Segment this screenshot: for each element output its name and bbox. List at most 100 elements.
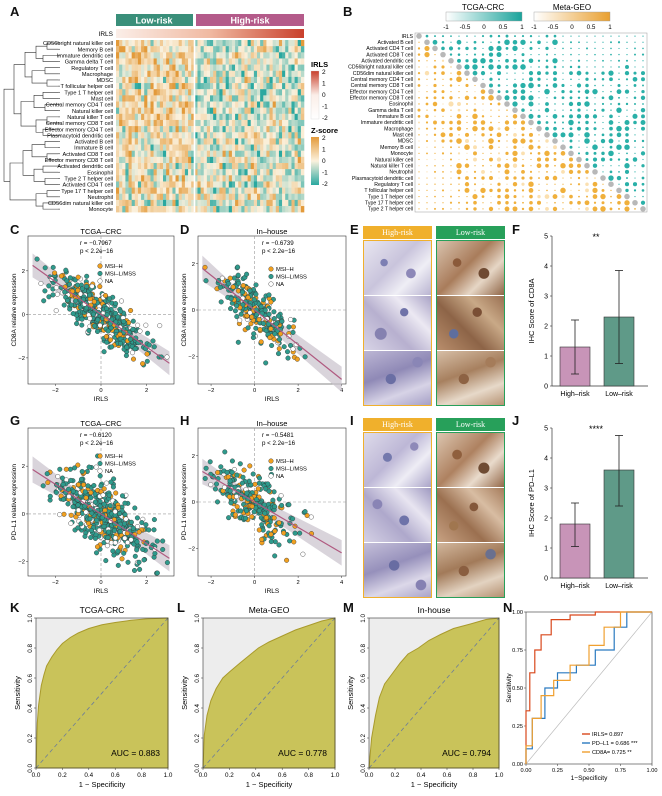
heatmap-cell [163, 52, 167, 59]
heatmap-cell [116, 83, 120, 90]
heatmap-cell [134, 89, 139, 96]
data-point [234, 494, 240, 500]
heatmap-cell [222, 95, 226, 102]
y-tick-label: 2 [22, 464, 25, 470]
heatmap-cell [216, 70, 220, 78]
heatmap-cell [213, 40, 217, 47]
heatmap-cell [159, 70, 164, 78]
heatmap-cell [166, 40, 170, 47]
corr-circle [553, 145, 557, 150]
heatmap-cell [275, 187, 280, 194]
heatmap-cell [288, 83, 292, 90]
heatmap-cell [188, 40, 192, 47]
heatmap-cell [241, 40, 245, 47]
corr-circle [546, 146, 548, 148]
corr-circle [602, 128, 604, 130]
heatmap-cell [134, 181, 139, 188]
heatmap-cell [178, 199, 183, 207]
heatmap-cell [134, 95, 139, 102]
corr-circle [537, 77, 541, 81]
data-point [87, 315, 93, 321]
heatmap-cell [294, 76, 299, 84]
corr-circle [546, 189, 548, 192]
data-point [94, 328, 100, 334]
heatmap-cell [144, 52, 148, 59]
heatmap-cell [175, 156, 179, 164]
heatmap-cell [219, 199, 223, 207]
corr-row-label: Plasmacytoid dendritic cell [352, 176, 413, 182]
corr-circle [554, 189, 556, 191]
corr-circle [449, 139, 453, 143]
heatmap-cell [294, 132, 299, 139]
corr-circle [616, 89, 622, 95]
corr-circle [506, 84, 508, 87]
heatmap-cell [178, 58, 183, 65]
heatmap-cell [156, 156, 161, 164]
y-tick-label: 0.8 [194, 644, 201, 653]
data-point [97, 284, 103, 290]
heatmap-cell [216, 163, 220, 170]
heatmap-cell [178, 163, 183, 170]
heatmap-cell [137, 156, 142, 164]
corr-circle [625, 59, 629, 62]
corr-circle [464, 182, 470, 187]
heatmap-cell [172, 46, 176, 53]
corr-circle [569, 157, 573, 162]
heatmap-cell [219, 70, 223, 78]
heatmap-cell [210, 89, 214, 96]
heatmap-cell [125, 101, 129, 108]
data-point [41, 298, 47, 304]
heatmap-cell [282, 89, 286, 96]
heatmap-cell [150, 83, 154, 90]
heatmap-cell [122, 76, 126, 84]
heatmap-cell [128, 138, 132, 145]
heatmap-cell [288, 193, 292, 201]
corr-circle [490, 195, 492, 198]
corr-circle [537, 84, 541, 87]
heatmap-cell [294, 126, 299, 133]
data-point [276, 336, 282, 342]
corr-circle [626, 177, 628, 180]
data-point [72, 465, 78, 471]
heatmap-cell [191, 101, 195, 108]
heatmap-cell [200, 89, 205, 96]
heatmap-cell [156, 46, 161, 53]
heatmap-cell [122, 187, 126, 194]
heatmap-cell [278, 187, 283, 194]
heatmap-cell [260, 107, 264, 114]
heatmap-cell [260, 119, 264, 127]
corr-circle [498, 78, 500, 81]
corr-circle [488, 45, 494, 52]
heatmap-cell [169, 138, 173, 145]
heatmap-cell [150, 187, 154, 194]
heatmap-cell [137, 40, 142, 47]
heatmap-cell [238, 126, 242, 133]
heatmap-cell [300, 64, 305, 71]
corr-circle [522, 146, 524, 148]
heatmap-cell [291, 126, 295, 133]
corr-circle [528, 132, 534, 137]
corr-circle [457, 176, 461, 180]
heatmap-cell [300, 119, 305, 127]
heatmap-cell [228, 107, 233, 114]
heatmap-cell [150, 150, 154, 158]
corr-circle [537, 40, 541, 45]
heatmap-cell [203, 52, 208, 59]
heatmap-cell [235, 101, 239, 108]
heatmap-cell [231, 46, 236, 53]
data-point [44, 471, 50, 477]
corr-circle [530, 109, 532, 112]
r-annotation: r = −0.6120 [80, 432, 112, 439]
heatmap-cell [275, 76, 280, 84]
corr-circle [609, 170, 613, 174]
heatmap-cell [153, 175, 158, 182]
corr-circle [418, 140, 420, 142]
heatmap-cell [278, 119, 283, 127]
heatmap-cell [206, 187, 211, 194]
heatmap-cell [175, 101, 179, 108]
heatmap-cell [266, 107, 270, 114]
heatmap-cell [222, 199, 226, 207]
heatmap-row-label: Memory B cell [78, 47, 113, 53]
legend-label: MSI–H [276, 459, 294, 465]
